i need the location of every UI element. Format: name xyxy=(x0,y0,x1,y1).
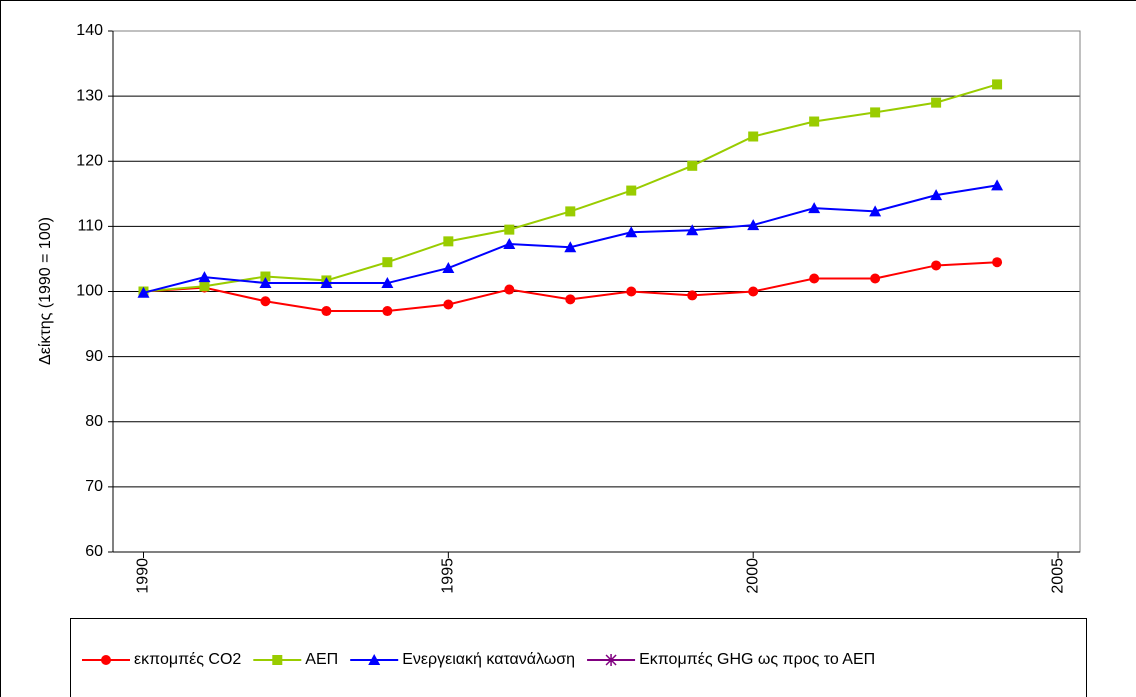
x-tick-label: 2005 xyxy=(1049,558,1066,594)
marker xyxy=(931,97,942,108)
legend-label: Εκπομπές GHG ως προς το ΑΕΠ xyxy=(639,651,875,668)
marker xyxy=(686,224,699,236)
y-tick-label: 130 xyxy=(76,87,103,104)
y-axis-label: Δείκτης (1990 = 100) xyxy=(37,217,54,365)
marker xyxy=(382,257,393,268)
marker xyxy=(321,306,332,317)
marker xyxy=(808,202,821,214)
marker xyxy=(930,189,943,201)
legend-marker xyxy=(101,655,111,665)
marker xyxy=(687,290,698,301)
legend-marker xyxy=(368,654,381,665)
legend-label: εκπομπές CO2 xyxy=(134,651,241,668)
y-tick-label: 70 xyxy=(85,478,103,495)
marker xyxy=(381,277,394,289)
marker xyxy=(260,296,271,307)
marker xyxy=(504,224,515,235)
marker xyxy=(809,273,820,284)
marker xyxy=(992,257,1003,268)
marker xyxy=(443,236,454,247)
legend-label: Ενεργειακή κατανάλωση xyxy=(402,651,575,668)
marker xyxy=(687,160,698,171)
marker xyxy=(870,107,881,118)
marker xyxy=(137,286,150,298)
marker xyxy=(870,273,881,284)
y-tick-label: 100 xyxy=(76,283,103,300)
x-tick-label: 1995 xyxy=(440,558,457,594)
x-tick-label: 2000 xyxy=(744,558,761,594)
marker xyxy=(564,241,577,253)
marker xyxy=(382,306,393,317)
marker xyxy=(809,116,820,127)
marker xyxy=(504,284,515,295)
marker xyxy=(992,79,1003,90)
marker xyxy=(625,226,638,238)
marker xyxy=(565,294,576,305)
y-tick-label: 120 xyxy=(76,152,103,169)
marker xyxy=(565,206,576,217)
marker xyxy=(198,271,211,283)
y-tick-label: 60 xyxy=(85,543,103,560)
legend-marker xyxy=(272,655,283,665)
legend-box xyxy=(70,618,1087,697)
y-tick-label: 90 xyxy=(85,348,103,365)
marker xyxy=(748,131,759,142)
marker xyxy=(260,271,271,282)
marker xyxy=(991,179,1004,191)
marker xyxy=(259,277,272,289)
legend-marker xyxy=(605,654,617,666)
marker xyxy=(199,281,210,292)
y-tick-label: 140 xyxy=(76,22,103,39)
legend-label: ΑΕΠ xyxy=(305,651,338,668)
marker xyxy=(320,277,333,289)
marker xyxy=(931,260,942,271)
marker xyxy=(503,237,516,249)
marker xyxy=(748,286,759,297)
marker xyxy=(442,262,455,274)
marker xyxy=(626,185,637,196)
marker xyxy=(443,299,454,310)
y-tick-label: 110 xyxy=(77,218,103,235)
y-tick-label: 80 xyxy=(85,413,103,430)
x-tick-label: 1990 xyxy=(135,558,152,594)
marker xyxy=(747,219,760,231)
marker xyxy=(869,205,882,217)
marker xyxy=(626,286,637,297)
